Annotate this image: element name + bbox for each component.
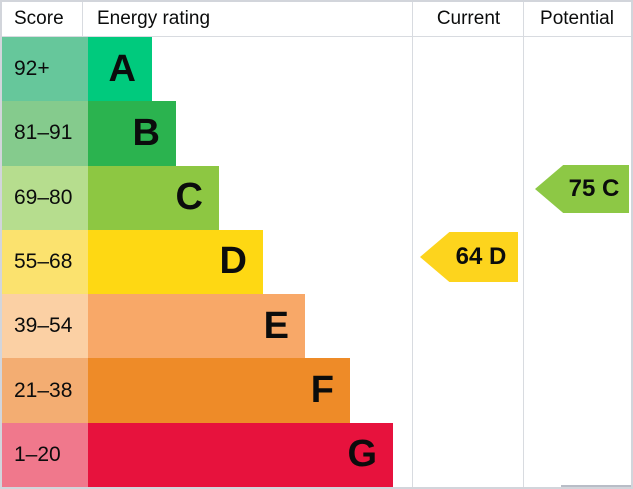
- column-divider-current: [412, 2, 413, 487]
- band-letter: E: [263, 304, 289, 347]
- band-row: 39–54 E: [2, 294, 631, 359]
- header-score: Score: [14, 8, 64, 29]
- band-rows: 92+ A 81–91 B 69–80 C 55–68 D 39–54: [2, 37, 631, 487]
- band-letter: A: [108, 47, 136, 90]
- current-rating-label: 64 D: [455, 243, 507, 270]
- header-divider-line: [2, 36, 631, 37]
- band-row: 55–68 D: [2, 229, 631, 295]
- band-row: 81–91 B: [2, 101, 631, 166]
- score-cell: 55–68: [2, 229, 88, 295]
- band-letter: G: [347, 433, 377, 476]
- header-potential: Potential: [540, 8, 614, 29]
- band-letter: D: [219, 240, 247, 283]
- score-range-label: 21–38: [14, 378, 73, 402]
- score-range-label: 1–20: [14, 442, 61, 466]
- band-letter: C: [175, 176, 203, 219]
- band-row: 92+ A: [2, 37, 631, 102]
- band-row: 21–38 F: [2, 358, 631, 423]
- score-cell: 92+: [2, 37, 88, 102]
- column-divider-potential: [523, 2, 524, 487]
- header-current: Current: [436, 8, 501, 29]
- score-cell: 39–54: [2, 294, 88, 359]
- band-letter: B: [132, 111, 160, 154]
- band-bar: D: [88, 229, 263, 295]
- band-bar: B: [88, 101, 176, 166]
- score-cell: 1–20: [2, 422, 88, 487]
- band-bar: F: [88, 358, 350, 423]
- band-bar: G: [88, 422, 393, 487]
- band-bar: E: [88, 294, 305, 359]
- score-range-label: 81–91: [14, 121, 73, 145]
- band-row: 1–20 G: [2, 422, 631, 487]
- score-cell: 81–91: [2, 101, 88, 166]
- band-bar: C: [88, 165, 219, 230]
- horizontal-scrollbar-thumb[interactable]: [561, 485, 631, 487]
- column-divider-score: [82, 2, 83, 36]
- score-cell: 69–80: [2, 165, 88, 230]
- score-cell: 21–38: [2, 358, 88, 423]
- score-range-label: 69–80: [14, 185, 73, 209]
- header-energy-rating: Energy rating: [97, 8, 211, 29]
- score-range-label: 92+: [14, 57, 50, 81]
- chart-header-row: Score Energy rating Current Potential: [2, 2, 631, 36]
- score-range-label: 39–54: [14, 314, 73, 338]
- score-range-label: 55–68: [14, 249, 73, 273]
- band-row: 69–80 C: [2, 165, 631, 230]
- band-bar: A: [88, 37, 152, 102]
- potential-rating-label: 75 C: [568, 175, 620, 202]
- band-letter: F: [310, 369, 334, 412]
